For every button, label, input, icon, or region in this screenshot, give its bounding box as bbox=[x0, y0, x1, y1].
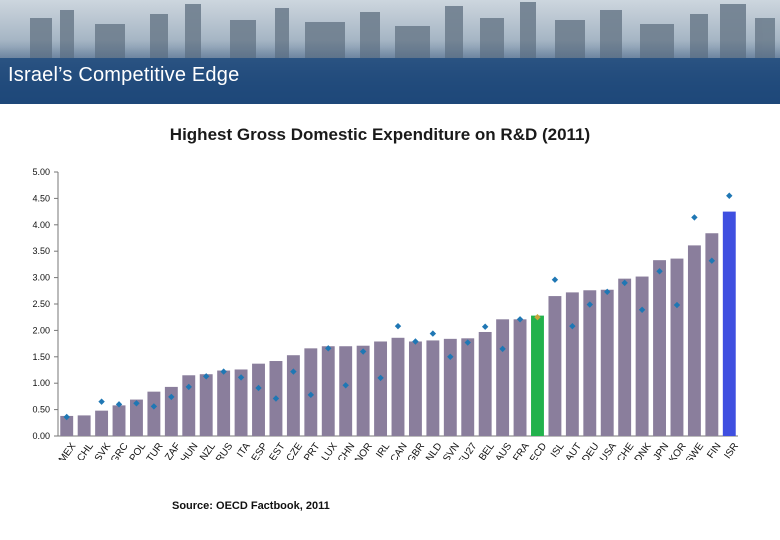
marker-nor bbox=[359, 348, 367, 355]
marker-svn bbox=[447, 353, 454, 360]
bar-oecd bbox=[531, 315, 544, 436]
marker-dnk bbox=[638, 306, 646, 314]
marker-hun bbox=[185, 383, 192, 391]
marker-deu bbox=[586, 301, 593, 308]
y-tick-label: 3.50 bbox=[32, 246, 50, 256]
bar-aut bbox=[565, 292, 579, 436]
marker-fra bbox=[516, 316, 524, 323]
source-note: Source: OECD Factbook, 2011 bbox=[172, 500, 330, 512]
bar-mex bbox=[60, 415, 74, 436]
y-tick-label: 4.00 bbox=[32, 220, 50, 230]
bar-chn bbox=[339, 346, 353, 436]
marker-cze bbox=[290, 368, 297, 375]
bar-rus bbox=[217, 370, 231, 436]
x-tick-label-swe: SWE bbox=[684, 441, 706, 460]
bar-eu27 bbox=[461, 338, 475, 436]
marker-aus bbox=[499, 345, 506, 353]
bar-chl bbox=[77, 415, 91, 436]
bar-grc bbox=[112, 405, 126, 436]
slide-title: Israel’s Competitive Edge bbox=[8, 64, 240, 86]
bar-nzl bbox=[199, 374, 213, 436]
marker-jpn bbox=[656, 268, 663, 275]
bar-kor bbox=[670, 258, 684, 436]
marker-che bbox=[621, 279, 628, 287]
marker-mex bbox=[63, 413, 70, 421]
y-tick-label: 2.00 bbox=[32, 325, 50, 335]
bar-nor bbox=[356, 345, 370, 436]
bar-lux bbox=[321, 346, 335, 436]
city-skyline-image bbox=[0, 0, 780, 104]
bar-isr bbox=[722, 211, 736, 436]
bar-tur bbox=[147, 391, 161, 436]
bar-cze bbox=[286, 355, 300, 436]
y-tick-label: 0.50 bbox=[32, 405, 50, 415]
marker-nld bbox=[429, 330, 437, 337]
marker-pol bbox=[133, 400, 140, 407]
marker-svk bbox=[98, 398, 105, 405]
y-tick-label: 0.00 bbox=[32, 431, 50, 441]
bar-nld bbox=[426, 340, 440, 436]
marker-oecd bbox=[534, 314, 541, 321]
bar-jpn bbox=[653, 260, 666, 436]
marker-fin bbox=[708, 257, 716, 264]
bar-gbr bbox=[408, 341, 422, 436]
bar-esp bbox=[252, 363, 265, 436]
bar-svn bbox=[443, 338, 457, 436]
bar-fin bbox=[705, 233, 719, 436]
y-tick-label: 1.00 bbox=[32, 378, 50, 388]
x-tick-label-isr: ISR bbox=[722, 441, 741, 460]
chart-bars bbox=[60, 211, 736, 436]
chart-markers bbox=[63, 192, 733, 421]
y-tick-label: 1.50 bbox=[32, 352, 50, 362]
header-banner bbox=[0, 0, 780, 104]
x-tick-label-nor: NOR bbox=[353, 441, 375, 460]
marker-zaf bbox=[168, 393, 175, 401]
bar-zaf bbox=[164, 386, 178, 436]
chart-title: Highest Gross Domestic Expenditure on R&… bbox=[169, 125, 591, 144]
y-tick-label: 5.00 bbox=[32, 167, 50, 177]
bar-svk bbox=[95, 410, 109, 436]
bar-ita bbox=[234, 369, 248, 436]
bar-aus bbox=[496, 319, 510, 436]
y-tick-label: 3.00 bbox=[32, 273, 50, 283]
y-tick-label: 4.50 bbox=[32, 193, 50, 203]
marker-can bbox=[394, 322, 402, 330]
marker-isl bbox=[551, 276, 559, 283]
marker-grc bbox=[115, 401, 123, 408]
marker-kor bbox=[673, 301, 681, 309]
marker-eu27 bbox=[464, 339, 471, 346]
marker-est bbox=[272, 395, 280, 402]
marker-rus bbox=[220, 368, 227, 375]
marker-lux bbox=[325, 345, 332, 352]
marker-prt bbox=[307, 391, 315, 399]
bar-fra bbox=[513, 319, 527, 436]
bar-pol bbox=[130, 399, 143, 436]
marker-aut bbox=[569, 322, 576, 330]
marker-chn bbox=[342, 382, 349, 389]
bar-deu bbox=[583, 290, 597, 436]
marker-nzl bbox=[203, 373, 210, 380]
marker-irl bbox=[377, 374, 384, 382]
bar-can bbox=[391, 337, 405, 436]
bar-bel bbox=[478, 331, 492, 436]
bar-hun bbox=[182, 375, 196, 436]
x-tick-label-fin: FIN bbox=[705, 441, 723, 460]
marker-tur bbox=[150, 403, 158, 410]
bar-swe bbox=[687, 245, 701, 436]
marker-usa bbox=[604, 288, 611, 296]
bar-che bbox=[618, 278, 632, 436]
bar-irl bbox=[374, 341, 388, 436]
marker-ita bbox=[237, 374, 245, 381]
y-tick-label: 2.50 bbox=[32, 299, 50, 309]
bar-dnk bbox=[635, 276, 649, 436]
bar-isl bbox=[548, 296, 562, 436]
bar-chart: 0.00 0.50 1.00 1.50 2.00 2.50 3.00 3.50 4.00 4.50… bbox=[32, 167, 741, 460]
marker-isr bbox=[726, 192, 733, 199]
bar-usa bbox=[600, 289, 614, 436]
marker-swe bbox=[691, 214, 698, 221]
x-tick-label-rus: RUS bbox=[214, 441, 235, 460]
marker-bel bbox=[481, 323, 489, 330]
marker-gbr bbox=[412, 338, 419, 345]
